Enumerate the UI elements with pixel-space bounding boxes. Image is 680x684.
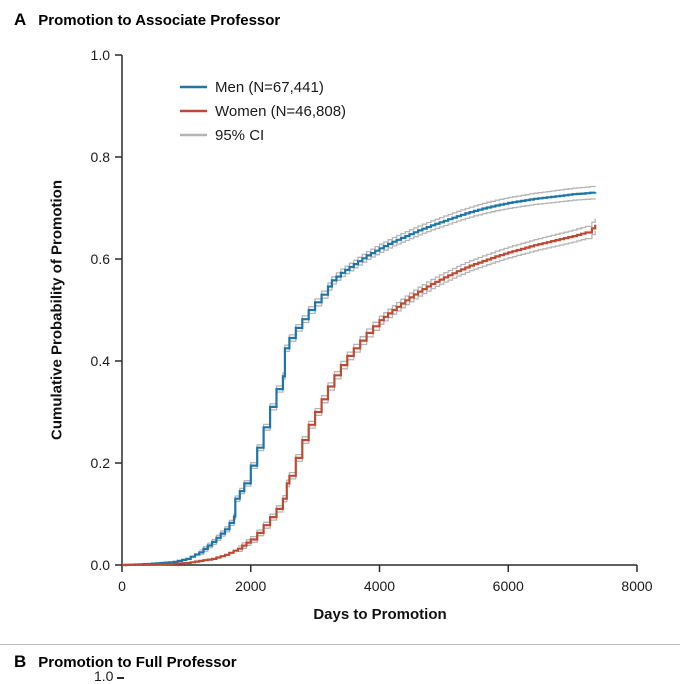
- panel-b-tick-mark: [117, 677, 125, 679]
- y-tick-label: 0.8: [91, 149, 111, 165]
- panel-b-title: Promotion to Full Professor: [38, 654, 237, 671]
- y-axis-label: Cumulative Probability of Promotion: [48, 179, 66, 441]
- panel-a-letter: A: [14, 10, 27, 29]
- x-axis-label: Days to Promotion: [313, 606, 447, 623]
- y-tick-label: 0.4: [91, 353, 111, 369]
- x-tick-label: 0: [118, 578, 126, 594]
- legend-label-ci: 95% CI: [215, 127, 264, 144]
- panel-b-letter: B: [14, 652, 27, 671]
- curve-men: [122, 191, 597, 567]
- ci-lower-women: [237, 231, 596, 553]
- curve-women: [122, 224, 597, 567]
- ci-upper-women: [237, 218, 596, 547]
- y-tick-label: 1.0: [91, 47, 111, 63]
- axes: [121, 55, 637, 566]
- panel-b-tick-label: 1.0: [94, 668, 114, 684]
- panel-a-header: A Promotion to Associate Professor: [14, 10, 280, 30]
- x-tick-label: 6000: [493, 578, 524, 594]
- x-tick-label: 2000: [235, 578, 266, 594]
- panel-a-title: Promotion to Associate Professor: [38, 12, 281, 29]
- panel-divider: [0, 644, 680, 645]
- y-tick-label: 0.2: [91, 455, 111, 471]
- legend-label-men: Men (N=67,441): [215, 79, 324, 96]
- panel-a-chart: 0.0 0.2 0.4 0.6 0.8 1.0 0 2000 4000 6000 8000 Men (…: [91, 47, 653, 594]
- x-tick-label: 8000: [621, 578, 652, 594]
- ci-lower-men: [199, 198, 596, 556]
- y-tick-label: 0.6: [91, 251, 111, 267]
- panel-b-header: B Promotion to Full Professor: [14, 652, 237, 672]
- y-tick-label: 0.0: [91, 557, 111, 573]
- panel-b-partial-axis: 1.0: [94, 668, 125, 684]
- legend-label-women: Women (N=46,808): [215, 103, 346, 120]
- x-tick-label: 4000: [364, 578, 395, 594]
